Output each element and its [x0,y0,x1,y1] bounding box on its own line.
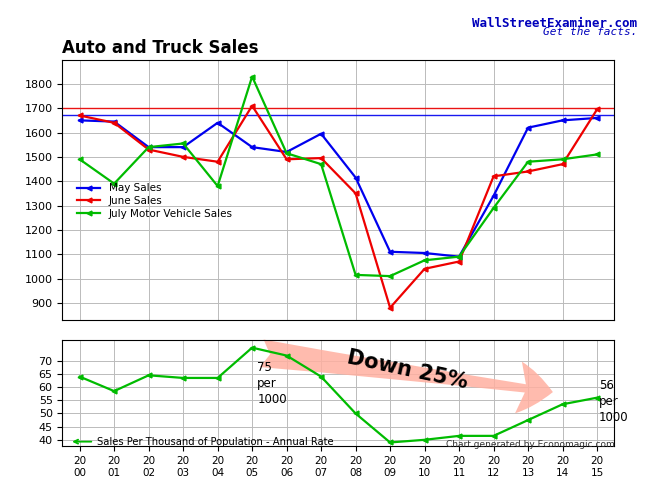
May Sales [351,175,359,181]
May Sales [110,119,118,124]
June Sales [317,155,325,161]
July Motor Vehicle Sales [317,161,325,167]
July Motor Vehicle Sales [248,73,256,79]
July Motor Vehicle Sales [558,156,566,162]
Text: Down 25%: Down 25% [345,348,470,393]
July Motor Vehicle Sales [524,159,532,165]
June Sales [283,156,290,162]
June Sales [489,174,497,180]
July Motor Vehicle Sales [76,156,83,162]
May Sales [558,118,566,124]
July Motor Vehicle Sales [145,144,152,150]
May Sales [145,144,152,150]
Legend: May Sales, June Sales, July Motor Vehicle Sales: May Sales, June Sales, July Motor Vehicl… [73,180,237,223]
Line: June Sales: June Sales [78,103,599,310]
May Sales [179,144,187,150]
Text: Auto and Truck Sales: Auto and Truck Sales [62,39,259,57]
Text: WallStreetExaminer.com: WallStreetExaminer.com [472,17,637,30]
Text: 75
per
1000: 75 per 1000 [258,361,287,406]
Text: Sales Per Thousand of Population - Annual Rate: Sales Per Thousand of Population - Annua… [74,436,334,447]
June Sales [386,305,394,310]
May Sales [386,249,394,255]
May Sales [283,149,290,155]
June Sales [593,107,601,113]
May Sales [76,118,83,124]
May Sales [248,144,256,150]
July Motor Vehicle Sales [386,273,394,279]
June Sales [455,258,463,264]
June Sales [248,103,256,109]
July Motor Vehicle Sales [593,151,601,157]
July Motor Vehicle Sales [179,140,187,146]
July Motor Vehicle Sales [283,150,290,156]
Text: 56
per
1000: 56 per 1000 [599,379,628,424]
July Motor Vehicle Sales [351,272,359,278]
July Motor Vehicle Sales [110,181,118,186]
July Motor Vehicle Sales [455,253,463,259]
Text: Get the facts.: Get the facts. [543,27,637,37]
June Sales [524,169,532,175]
May Sales [489,193,497,199]
May Sales [593,115,601,121]
June Sales [351,190,359,196]
June Sales [145,147,152,153]
June Sales [214,159,221,165]
May Sales [214,120,221,126]
May Sales [524,124,532,130]
June Sales [420,266,428,272]
June Sales [110,120,118,126]
June Sales [179,154,187,160]
July Motor Vehicle Sales [214,183,221,189]
June Sales [558,161,566,167]
May Sales [317,131,325,137]
July Motor Vehicle Sales [489,205,497,211]
July Motor Vehicle Sales [420,257,428,263]
Text: Chart generated by Economagic.com: Chart generated by Economagic.com [445,440,614,449]
Line: July Motor Vehicle Sales: July Motor Vehicle Sales [78,74,599,279]
May Sales [420,250,428,256]
May Sales [455,253,463,259]
Line: May Sales: May Sales [78,116,599,259]
June Sales [76,113,83,119]
